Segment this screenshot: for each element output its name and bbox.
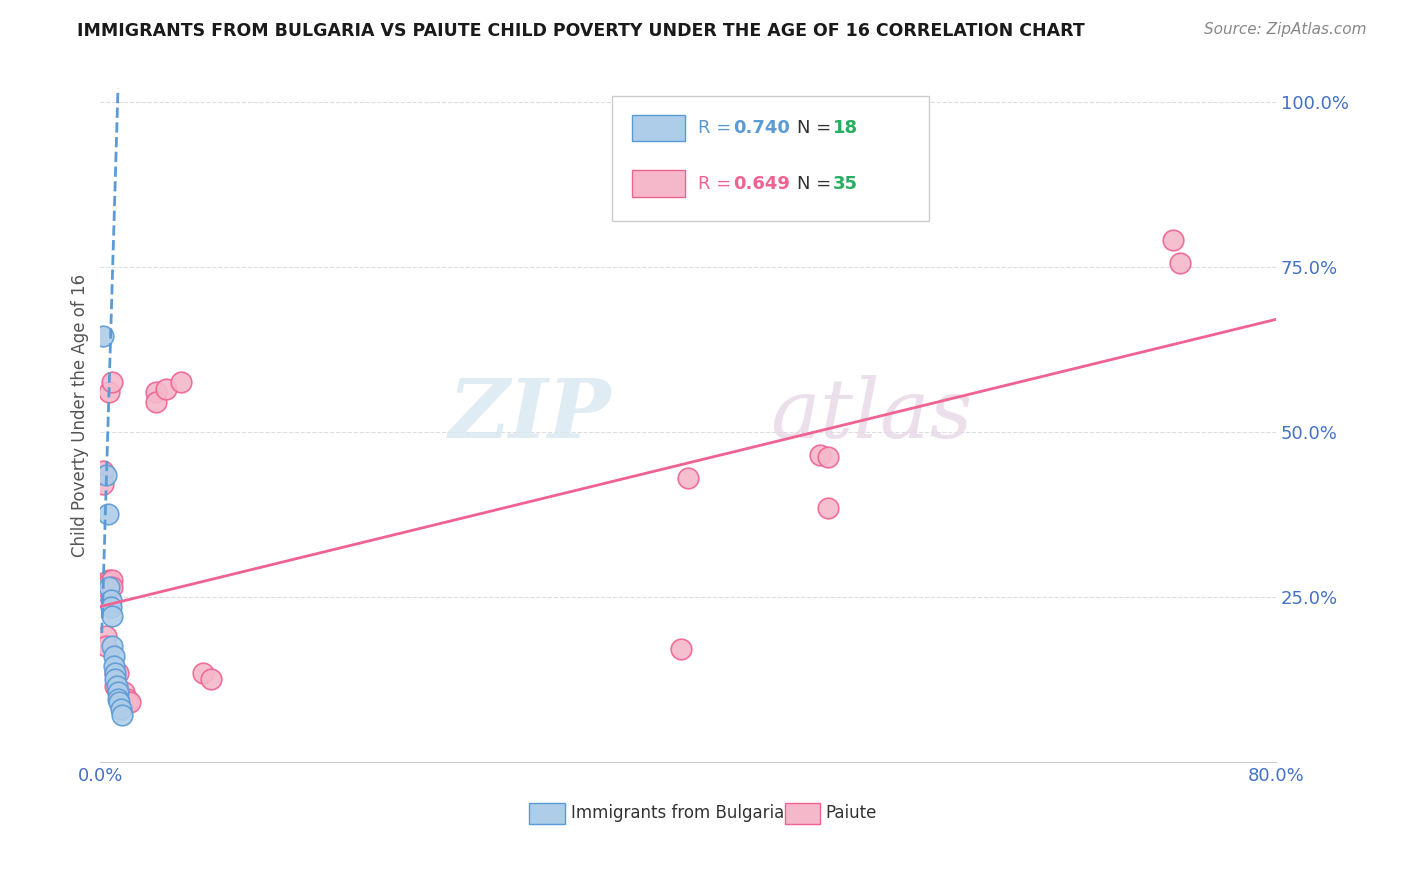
Point	[98, 576, 121, 591]
Point	[91, 329, 114, 343]
Point	[107, 665, 129, 680]
Point	[669, 642, 692, 657]
Point	[91, 477, 114, 491]
Text: Source: ZipAtlas.com: Source: ZipAtlas.com	[1204, 22, 1367, 37]
Point	[100, 599, 122, 614]
Text: R =: R =	[697, 120, 737, 137]
Point	[1161, 233, 1184, 247]
Point	[97, 507, 120, 521]
Bar	[631, 170, 685, 197]
Bar	[785, 804, 820, 824]
Text: ZIP: ZIP	[449, 376, 612, 455]
Point	[107, 685, 129, 699]
Point	[676, 471, 699, 485]
Point	[662, 200, 685, 214]
Text: R =: R =	[697, 175, 737, 193]
Point	[110, 702, 132, 716]
Point	[108, 695, 131, 709]
Point	[115, 692, 138, 706]
Text: 0.740: 0.740	[733, 120, 790, 137]
Bar	[631, 115, 685, 141]
Point	[103, 659, 125, 673]
Point	[96, 629, 118, 643]
Point	[98, 580, 121, 594]
Text: 35: 35	[832, 175, 858, 193]
Point	[104, 679, 127, 693]
Point	[112, 685, 135, 699]
Point	[96, 639, 118, 653]
Point	[155, 382, 177, 396]
Point	[817, 450, 839, 464]
Text: 18: 18	[832, 120, 858, 137]
Point	[104, 665, 127, 680]
Text: Immigrants from Bulgaria: Immigrants from Bulgaria	[571, 804, 783, 822]
Point	[145, 395, 167, 409]
Bar	[530, 804, 565, 824]
Point	[101, 580, 124, 594]
Point	[104, 665, 127, 680]
Point	[118, 695, 141, 709]
Point	[101, 609, 124, 624]
Text: N =: N =	[797, 120, 838, 137]
Text: Paiute: Paiute	[825, 804, 877, 822]
Point	[1170, 256, 1192, 270]
Text: atlas: atlas	[770, 376, 973, 455]
Text: 0.649: 0.649	[733, 175, 790, 193]
Point	[170, 375, 193, 389]
Y-axis label: Child Poverty Under the Age of 16: Child Poverty Under the Age of 16	[72, 274, 89, 557]
Text: IMMIGRANTS FROM BULGARIA VS PAIUTE CHILD POVERTY UNDER THE AGE OF 16 CORRELATION: IMMIGRANTS FROM BULGARIA VS PAIUTE CHILD…	[77, 22, 1085, 40]
Point	[101, 375, 124, 389]
Point	[105, 679, 128, 693]
Point	[96, 467, 118, 482]
Point	[98, 573, 121, 587]
Point	[145, 384, 167, 399]
Point	[810, 448, 832, 462]
Point	[96, 580, 118, 594]
Text: N =: N =	[797, 175, 838, 193]
Point	[817, 500, 839, 515]
Point	[104, 672, 127, 686]
Point	[115, 695, 138, 709]
Point	[193, 665, 215, 680]
Point	[91, 464, 114, 478]
Point	[200, 672, 222, 686]
FancyBboxPatch shape	[612, 96, 929, 221]
Point	[91, 582, 114, 597]
Point	[91, 576, 114, 591]
Point	[98, 384, 121, 399]
Point	[103, 648, 125, 663]
Point	[111, 708, 134, 723]
Point	[101, 573, 124, 587]
Point	[100, 593, 122, 607]
Point	[101, 639, 124, 653]
Point	[107, 685, 129, 699]
Point	[107, 692, 129, 706]
